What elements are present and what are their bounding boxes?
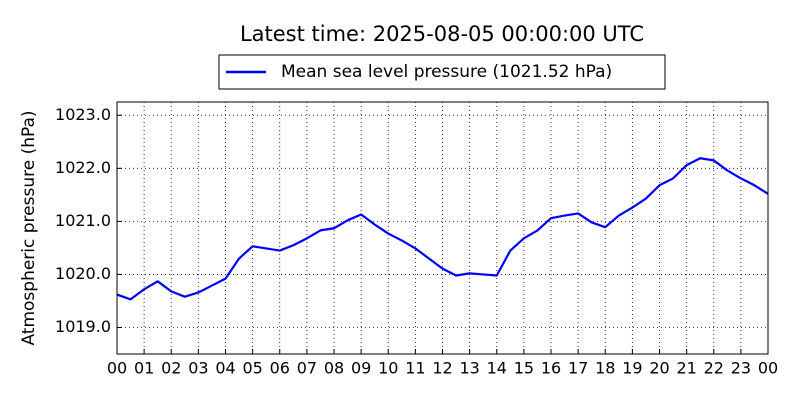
y-tick-label: 1022.0 <box>55 158 111 177</box>
y-tick-label: 1019.0 <box>55 317 111 336</box>
x-tick-label: 11 <box>405 359 425 378</box>
x-tick-label: 00 <box>758 359 778 378</box>
chart-title: Latest time: 2025-08-05 00:00:00 UTC <box>240 22 644 46</box>
legend: Mean sea level pressure (1021.52 hPa) <box>218 54 666 90</box>
y-tick-label: 1020.0 <box>55 264 111 283</box>
x-tick-label: 06 <box>270 359 290 378</box>
x-tick-label: 03 <box>188 359 208 378</box>
x-tick-label: 19 <box>622 359 642 378</box>
x-tick-label: 14 <box>487 359 507 378</box>
x-tick-label: 04 <box>215 359 235 378</box>
legend-label: Mean sea level pressure (1021.52 hPa) <box>281 62 612 82</box>
x-tick-label: 01 <box>134 359 154 378</box>
x-tick-label: 09 <box>351 359 371 378</box>
plot-frame <box>116 101 769 355</box>
x-tick-label: 12 <box>432 359 452 378</box>
x-tick-label: 16 <box>541 359 561 378</box>
y-tick-label: 1021.0 <box>55 211 111 230</box>
x-tick-label: 20 <box>649 359 669 378</box>
x-tick-label: 07 <box>297 359 317 378</box>
x-tick-label: 00 <box>107 359 127 378</box>
y-axis-label: Atmospheric pressure (hPa) <box>19 110 39 345</box>
x-tick-label: 05 <box>242 359 262 378</box>
legend-box <box>218 54 666 90</box>
x-tick-label: 02 <box>161 359 181 378</box>
x-tick-label: 18 <box>595 359 615 378</box>
x-tick-label: 08 <box>324 359 344 378</box>
x-tick-label: 10 <box>378 359 398 378</box>
x-tick-label: 21 <box>676 359 696 378</box>
y-tick-label: 1023.0 <box>55 105 111 124</box>
x-tick-label: 15 <box>514 359 534 378</box>
x-tick-label: 13 <box>459 359 479 378</box>
x-tick-label: 22 <box>704 359 724 378</box>
x-tick-label: 23 <box>731 359 751 378</box>
data-line <box>116 157 769 301</box>
x-tick-label: 17 <box>568 359 588 378</box>
